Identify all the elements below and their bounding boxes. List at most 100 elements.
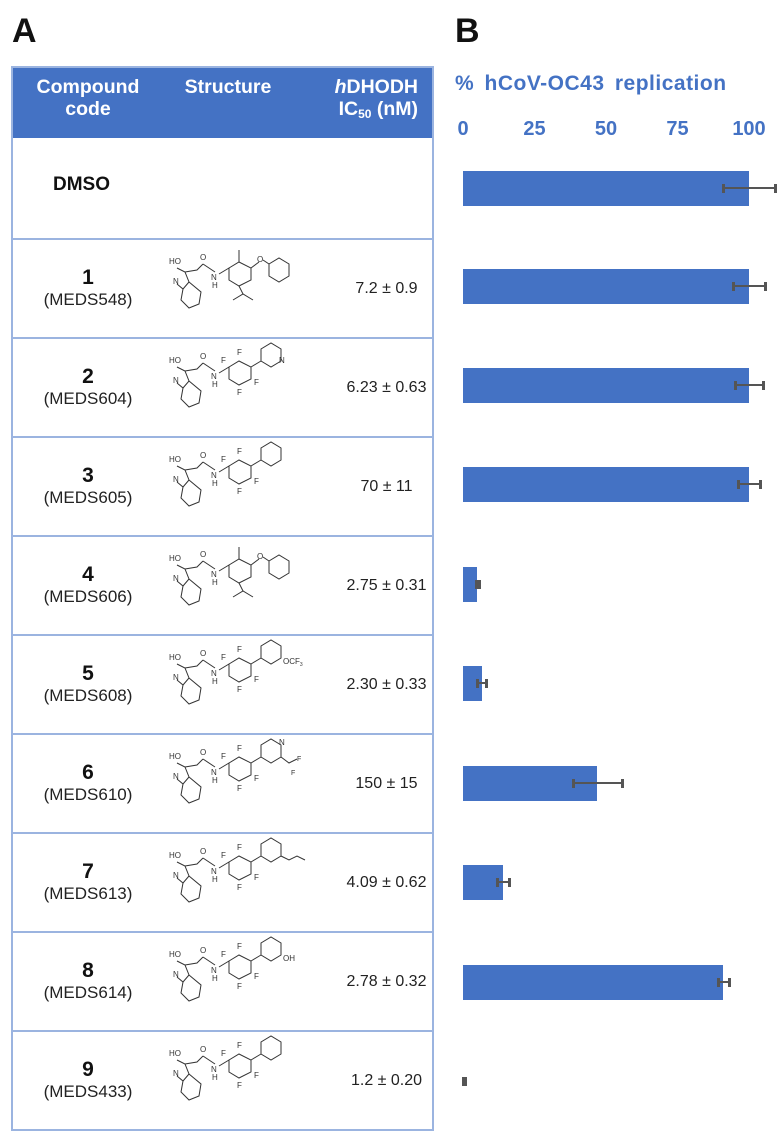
- error-bar-cap: [716, 978, 720, 987]
- dmso-label: DMSO: [53, 174, 110, 195]
- svg-text:F: F: [254, 972, 259, 981]
- svg-text:OH: OH: [283, 954, 295, 963]
- ic50-value: 70 ± 11: [360, 477, 413, 495]
- table-header: Compound code Structure hDHODH IC50 (nM): [13, 68, 432, 138]
- ic50-value: 4.09 ± 0.62: [346, 873, 427, 891]
- svg-text:O: O: [200, 550, 206, 559]
- table-row: 7 (MEDS613) HO N O N H F F F F 4.09 ± 0.…: [13, 832, 432, 931]
- svg-text:F: F: [237, 447, 242, 456]
- svg-text:F: F: [221, 851, 226, 860]
- svg-text:HO: HO: [169, 1049, 181, 1058]
- svg-text:O: O: [200, 649, 206, 658]
- compound-code: (MEDS610): [43, 784, 133, 804]
- svg-text:F: F: [237, 487, 242, 496]
- svg-text:F: F: [237, 645, 242, 654]
- svg-text:F: F: [254, 1071, 259, 1080]
- svg-text:F: F: [237, 744, 242, 753]
- compound-number: 7: [82, 859, 94, 883]
- compound-table: Compound code Structure hDHODH IC50 (nM)…: [11, 66, 434, 1131]
- x-tick-label: 75: [666, 118, 689, 140]
- error-bar-cap: [474, 580, 478, 589]
- header-structure: Structure: [184, 76, 272, 98]
- ic50-value: 2.78 ± 0.32: [346, 972, 427, 990]
- error-bar-cap: [463, 1077, 467, 1086]
- svg-text:N: N: [211, 867, 217, 876]
- svg-text:O: O: [200, 748, 206, 757]
- error-bar: [477, 682, 486, 684]
- table-row: 3 (MEDS605) HO N O N H F F F F 70 ± 11: [13, 436, 432, 535]
- compound-code: (MEDS548): [43, 289, 133, 309]
- compound-number: 6: [82, 760, 94, 784]
- x-tick-label: 25: [523, 118, 546, 140]
- error-bar-cap: [773, 184, 777, 193]
- svg-text:F: F: [237, 942, 242, 951]
- bar: [463, 666, 482, 701]
- compound-code: (MEDS614): [43, 982, 133, 1002]
- compound-number: 4: [82, 562, 94, 586]
- compound-code-cell: 4 (MEDS606): [13, 537, 163, 634]
- svg-text:F: F: [221, 653, 226, 662]
- panel-label-a: A: [12, 12, 37, 50]
- compound-code: (MEDS433): [43, 1081, 133, 1101]
- compound-number: 2: [82, 364, 94, 388]
- ic50-value: 7.2 ± 0.9: [355, 279, 418, 297]
- structure-image: HO N O N H O: [163, 240, 333, 337]
- svg-text:F: F: [254, 873, 259, 882]
- error-bar: [717, 981, 729, 983]
- error-bar-cap: [572, 779, 576, 788]
- error-bar: [723, 187, 775, 189]
- bar: [463, 965, 724, 1000]
- error-bar: [733, 285, 765, 287]
- svg-text:H: H: [212, 677, 218, 686]
- header-ic50: hDHODH IC50 (nM): [334, 76, 418, 121]
- error-bar-cap: [759, 480, 763, 489]
- error-bar: [734, 384, 764, 386]
- svg-text:F: F: [237, 843, 242, 852]
- svg-text:N: N: [173, 673, 179, 682]
- compound-code-cell: 8 (MEDS614): [13, 933, 163, 1030]
- error-bar-cap: [733, 381, 737, 390]
- svg-text:HO: HO: [169, 356, 181, 365]
- svg-text:O: O: [200, 946, 206, 955]
- svg-text:H: H: [212, 281, 218, 290]
- error-bar-cap: [507, 878, 511, 887]
- table-row-dmso: DMSO: [13, 138, 432, 238]
- svg-text:F: F: [221, 1049, 226, 1058]
- structure-image: HO N O N H F F F F: [163, 1032, 333, 1129]
- svg-text:O: O: [200, 253, 206, 262]
- table-row: 1 (MEDS548) HO N O N H O 7.2 ± 0.9: [13, 238, 432, 337]
- svg-text:H: H: [212, 875, 218, 884]
- table-row: 8 (MEDS614) HO N O N H F F F F OH 2.78 ±…: [13, 931, 432, 1030]
- svg-text:N: N: [173, 277, 179, 286]
- compound-code: (MEDS613): [43, 883, 133, 903]
- compound-number: 9: [82, 1057, 94, 1081]
- svg-text:H: H: [212, 578, 218, 587]
- svg-text:F: F: [254, 774, 259, 783]
- svg-text:N: N: [173, 1069, 179, 1078]
- ic50-value: 1.2 ± 0.20: [350, 1071, 423, 1089]
- table-row: 9 (MEDS433) HO N O N H F F F F 1.2 ± 0.2…: [13, 1030, 432, 1129]
- error-bar-cap: [722, 184, 726, 193]
- bar: [463, 368, 749, 403]
- structure-image: HO N O N H F F F F: [163, 438, 333, 535]
- ic50-value: 150 ± 15: [355, 774, 418, 792]
- svg-text:O: O: [257, 552, 263, 561]
- svg-text:HO: HO: [169, 554, 181, 563]
- svg-text:N: N: [173, 376, 179, 385]
- svg-text:H: H: [212, 776, 218, 785]
- svg-text:N: N: [211, 669, 217, 678]
- compound-code: (MEDS606): [43, 586, 133, 606]
- svg-text:HO: HO: [169, 455, 181, 464]
- svg-text:N: N: [211, 966, 217, 975]
- structure-image: HO N O N H F F F F: [163, 834, 333, 931]
- header-compound-code: Compound code: [36, 76, 140, 120]
- compound-code: (MEDS608): [43, 685, 133, 705]
- svg-text:F: F: [221, 455, 226, 464]
- compound-code-cell: 3 (MEDS605): [13, 438, 163, 535]
- ic50-value: 6.23 ± 0.63: [346, 378, 427, 396]
- svg-text:O: O: [200, 451, 206, 460]
- svg-text:H: H: [212, 1073, 218, 1082]
- compound-number: 5: [82, 661, 94, 685]
- svg-text:H: H: [212, 974, 218, 983]
